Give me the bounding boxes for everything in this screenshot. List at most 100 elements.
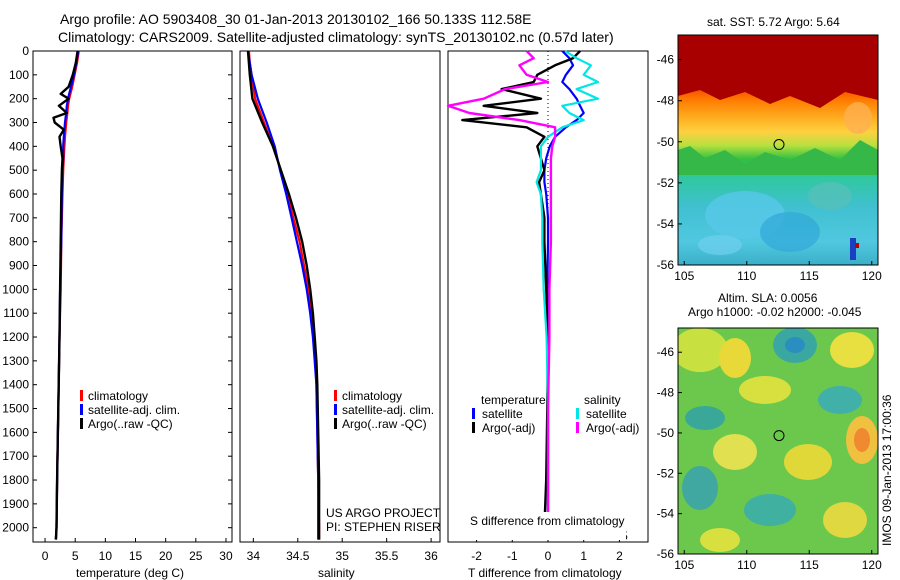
legend-swatch (472, 408, 475, 419)
legend-swatch (334, 418, 337, 429)
legend-label: satellite-adj. clim. (88, 403, 180, 417)
depth-tick-label: 500 (9, 163, 29, 177)
x-tick-label: 1 (580, 549, 587, 563)
depth-tick-label: 1400 (2, 378, 29, 392)
legend-label: Argo(..raw -QC) (88, 417, 173, 431)
legend-label: Argo(..raw -QC) (342, 417, 427, 431)
figure-title-line2: Climatology: CARS2009. Satellite-adjuste… (58, 29, 614, 45)
depth-tick-label: 1900 (2, 497, 29, 511)
depth-tick-label: 200 (9, 92, 29, 106)
x-tick-label: 36 (424, 549, 438, 563)
depth-tick-label: 2000 (2, 521, 29, 535)
x-tick-label: -1 (507, 549, 518, 563)
x-tick-label: 30 (219, 549, 233, 563)
legend-label: satellite-adj. clim. (342, 403, 434, 417)
depth-tick-label: 1600 (2, 425, 29, 439)
x-tick-label: 15 (129, 549, 143, 563)
legend-title-temperature: temperature (481, 393, 546, 407)
map-y-tick-label: -48 (657, 386, 675, 400)
sla-heatmap (678, 328, 878, 554)
map-y-tick-label: -56 (657, 258, 675, 272)
x-tick-label: 34.5 (286, 549, 310, 563)
salinity-xlabel: salinity (318, 566, 355, 580)
series-line-2 (246, 50, 321, 540)
legend-swatch (80, 418, 83, 429)
x-tick-label: 20 (159, 549, 173, 563)
map-y-tick-label: -46 (657, 345, 675, 359)
difference-legend: temperature salinitysatelliteArgo(-adj)sa… (472, 393, 639, 435)
argo-position-marker (773, 430, 785, 442)
map-x-tick-label: 110 (737, 269, 756, 283)
map-y-tick-label: -50 (657, 426, 675, 440)
x-tick-label: 0 (42, 549, 49, 563)
sst-heatmap (678, 35, 878, 265)
depth-tick-label: 0 (22, 44, 29, 58)
sla-map-frame (677, 327, 879, 555)
depth-tick-label: 1000 (2, 282, 29, 296)
depth-tick-label: 1100 (3, 306, 29, 320)
depth-tick-label: 600 (9, 187, 29, 201)
figure-title-line1: Argo profile: AO 5903408_30 01-Jan-2013 … (60, 11, 531, 27)
depth-tick-label: 900 (9, 259, 29, 273)
sla-map-panel: Altim. SLA: 0.0056 Argo h1000: -0.02 h20… (657, 291, 882, 572)
x-tick-label: 5 (72, 549, 79, 563)
salinity-lines (246, 50, 321, 540)
map-x-tick-label: 120 (862, 558, 882, 572)
map-y-tick-label: -54 (657, 507, 675, 521)
sla-title-line2: Argo h1000: -0.02 h2000: -0.045 (688, 305, 862, 319)
map-y-tick-label: -52 (657, 176, 675, 190)
s-axis-backdrop (466, 512, 626, 540)
salinity-x-axis: 34 34.5 35 35.5 36 (247, 538, 438, 563)
sst-map-title: sat. SST: 5.72 Argo: 5.64 (707, 15, 840, 29)
map-y-tick-label: -56 (657, 547, 675, 561)
legend-swatch (472, 422, 475, 433)
legend-label: climatology (88, 389, 148, 403)
temperature-panel: 0100200300400500600700800900100011001200… (2, 44, 648, 580)
x-tick-label: 0 (545, 549, 552, 563)
legend-label: Argo(-adj) (482, 421, 535, 435)
depth-tick-label: 1300 (2, 354, 29, 368)
legend-swatch (576, 408, 579, 419)
imos-timestamp: IMOS 09-Jan-2013 17:00:36 (880, 394, 894, 546)
depth-tick-label: 400 (9, 139, 29, 153)
depth-tick-label: 300 (9, 116, 29, 130)
x-tick-label: 25 (189, 549, 203, 563)
x-tick-label: -2 (471, 549, 482, 563)
depth-tick-label: 100 (9, 68, 29, 82)
legend-swatch (334, 390, 337, 401)
map-x-tick-label: 105 (674, 558, 694, 572)
depth-tick-label: 1800 (2, 473, 29, 487)
map-x-tick-label: 110 (737, 558, 756, 572)
depth-tick-label: 1700 (2, 449, 29, 463)
x-tick-label: 10 (99, 549, 113, 563)
legend-label: Argo(-adj) (586, 421, 639, 435)
x-tick-label: 2 (616, 549, 623, 563)
legend-swatch (576, 422, 579, 433)
salinity-axes (239, 50, 441, 543)
x-tick-label: 35 (336, 549, 350, 563)
depth-tick-label: 1200 (2, 330, 29, 344)
salinity-panel: 34 34.5 35 35.5 36 salinity climatologysatel… (239, 50, 441, 580)
map-y-tick-label: -50 (657, 135, 675, 149)
s-difference-label: S difference from climatology (470, 514, 625, 528)
temperature-x-axis: 0 5 10 15 20 25 30 (42, 538, 233, 563)
project-annotation: US ARGO PROJECT (326, 506, 441, 520)
series-line-2 (535, 50, 600, 540)
legend-label: satellite (586, 407, 627, 421)
legend-swatch (80, 404, 83, 415)
pi-annotation: PI: STEPHEN RISER (326, 520, 441, 534)
map-y-tick-label: -52 (657, 466, 675, 480)
depth-tick-label: 700 (9, 211, 29, 225)
x-tick-label: 35.5 (375, 549, 399, 563)
legend-label: satellite (482, 407, 523, 421)
legend-swatch (334, 404, 337, 415)
map-x-tick-label: 120 (862, 269, 882, 283)
depth-tick-label: 800 (9, 235, 29, 249)
temperature-axes (32, 50, 233, 543)
depth-tick-label: 1500 (2, 402, 29, 416)
series-line-3 (446, 50, 557, 540)
